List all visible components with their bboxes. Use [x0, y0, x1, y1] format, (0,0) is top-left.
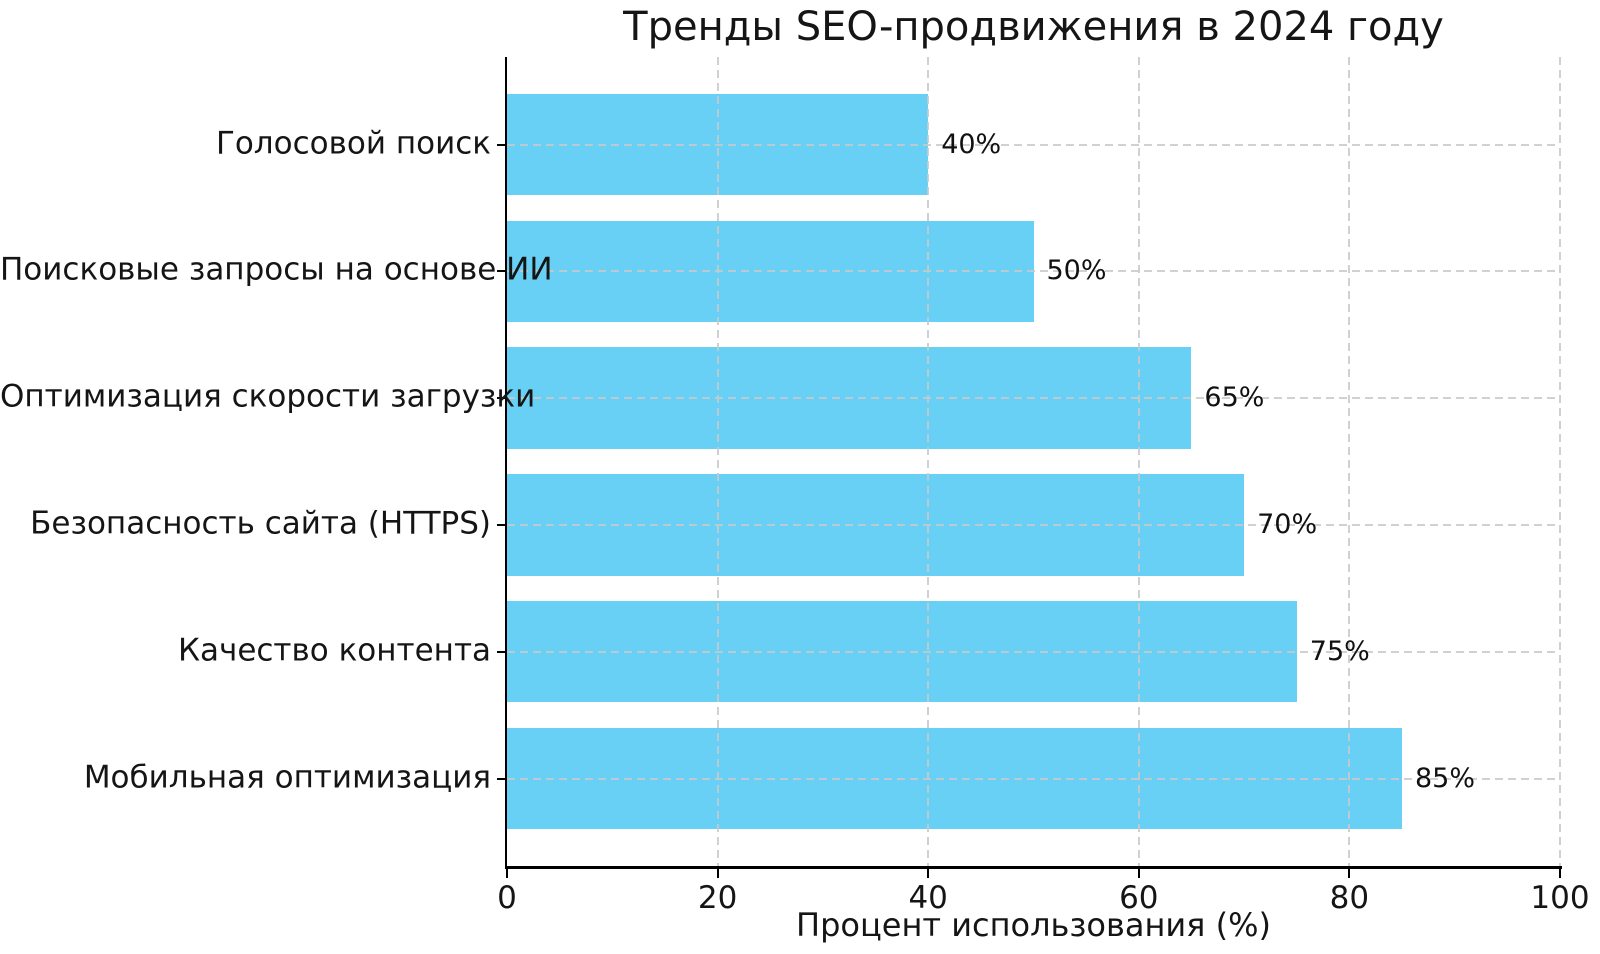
x-tick-label: 100	[1530, 880, 1590, 916]
v-gridline	[927, 57, 930, 866]
v-gridline	[716, 57, 719, 866]
y-tick-mark	[497, 650, 507, 653]
x-tick-mark	[716, 869, 719, 878]
chart-title: Тренды SEO-продвижения в 2024 году	[623, 4, 1444, 50]
x-axis-label: Процент использования (%)	[796, 906, 1271, 944]
y-tick-mark	[497, 143, 507, 146]
y-tick-mark	[497, 397, 507, 400]
v-gridline	[1348, 57, 1351, 866]
x-tick-label: 0	[497, 880, 517, 916]
y-tick-label: Голосовой поиск	[215, 125, 491, 162]
bar-value-label: 85%	[1415, 762, 1476, 794]
x-tick-mark	[927, 869, 930, 878]
bar-value-label: 50%	[1046, 255, 1107, 287]
h-gridline	[507, 650, 1560, 653]
v-gridline	[1137, 57, 1140, 866]
y-tick-mark	[497, 523, 507, 526]
bar-value-label: 40%	[941, 128, 1002, 160]
bar-value-label: 65%	[1204, 381, 1265, 413]
v-gridline	[1559, 57, 1561, 866]
h-gridline	[507, 523, 1560, 526]
y-tick-label: Поисковые запросы на основе ИИ	[0, 251, 553, 288]
plot-area	[505, 57, 1562, 869]
x-tick-mark	[1348, 869, 1351, 878]
h-gridline	[507, 143, 1560, 146]
y-tick-label: Безопасность сайта (HTTPS)	[30, 505, 491, 542]
y-tick-mark	[497, 270, 507, 273]
x-tick-label: 80	[1329, 880, 1370, 916]
h-gridline	[507, 270, 1560, 273]
bar-value-label: 70%	[1257, 508, 1318, 540]
y-tick-label: Качество контента	[178, 632, 491, 669]
h-gridline	[507, 777, 1560, 780]
y-tick-label: Оптимизация скорости загрузки	[0, 378, 536, 415]
h-gridline	[507, 397, 1560, 400]
x-tick-label: 20	[697, 880, 738, 916]
x-tick-label: 60	[1119, 880, 1159, 916]
x-tick-mark	[1137, 869, 1140, 878]
x-tick-label: 40	[908, 880, 948, 916]
x-tick-mark	[506, 869, 508, 878]
bar-value-label: 75%	[1309, 635, 1370, 667]
y-tick-mark	[497, 777, 507, 780]
y-tick-label: Мобильная оптимизация	[83, 759, 491, 796]
x-tick-mark	[1559, 869, 1561, 878]
